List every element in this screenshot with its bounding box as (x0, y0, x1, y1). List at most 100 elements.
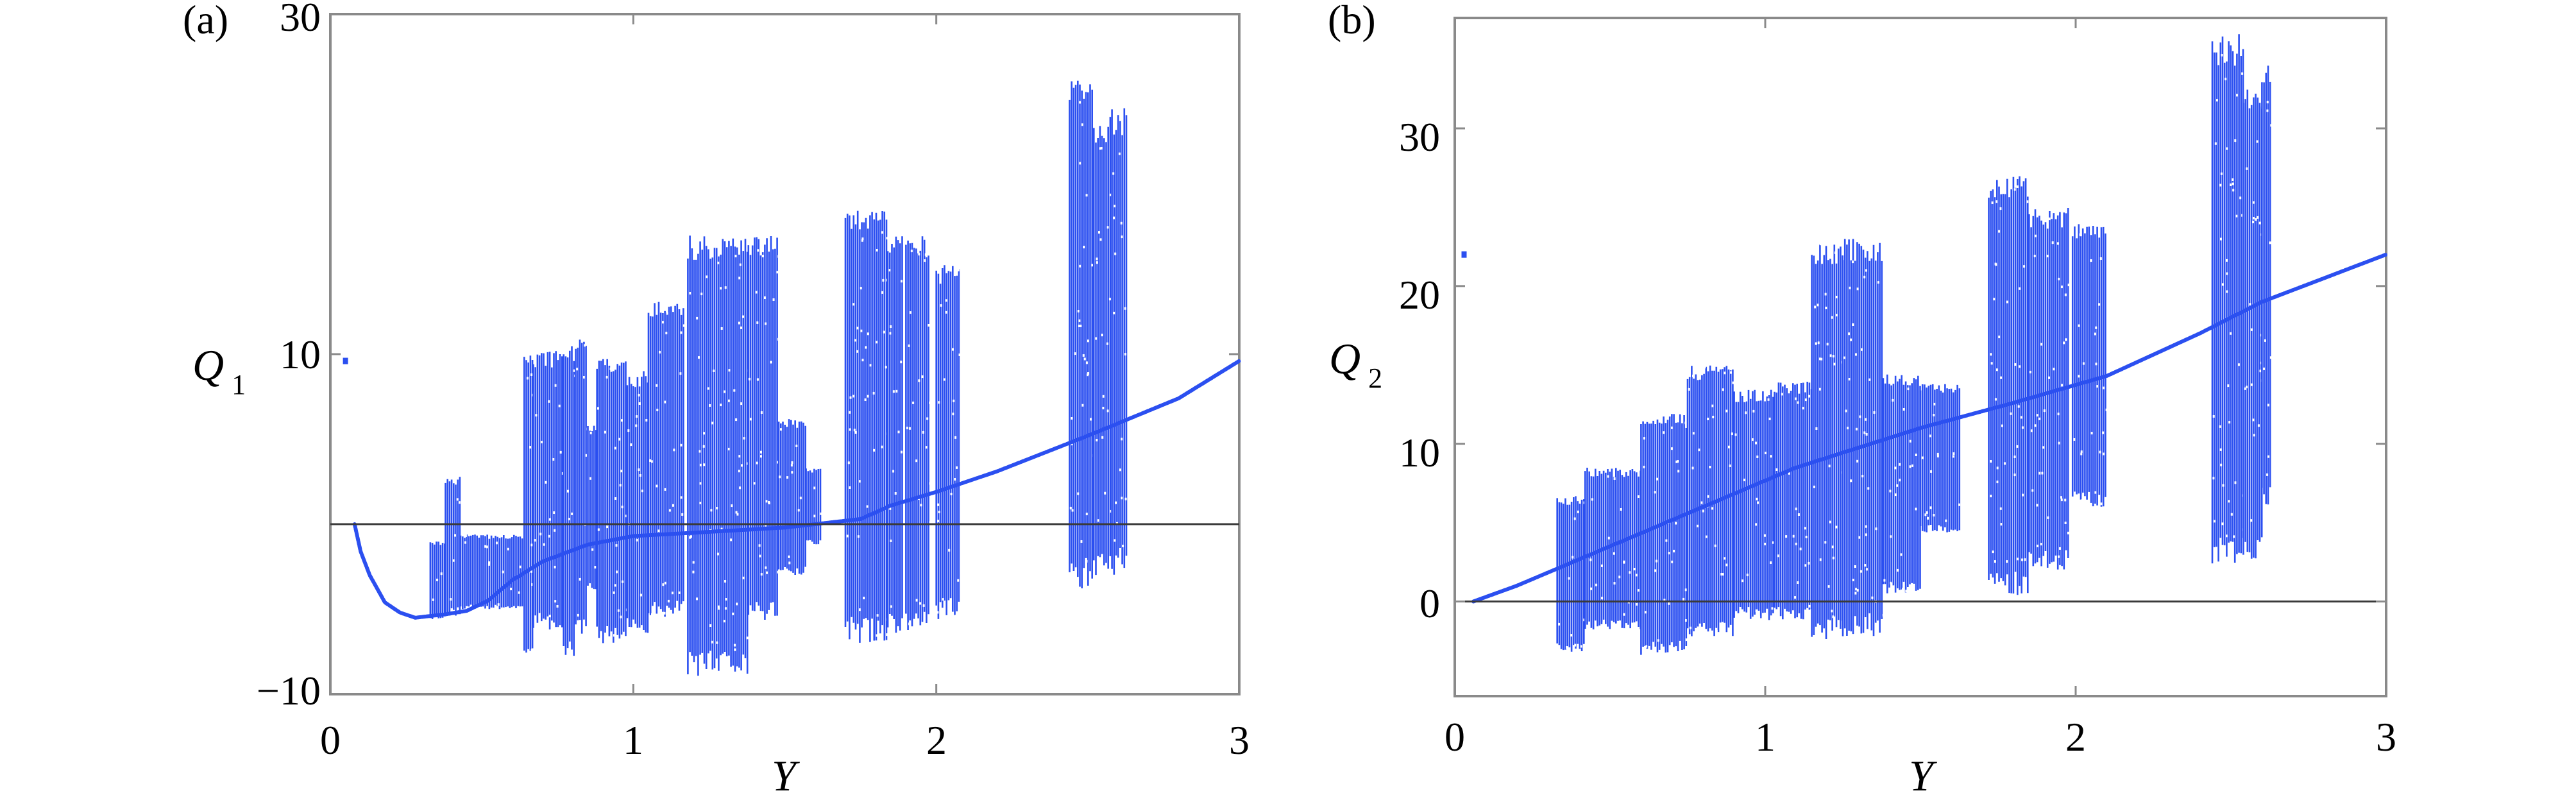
panel-b-band-gap (1804, 527, 1806, 530)
panel-a-band-gap (699, 502, 702, 504)
panel-a-band-gap (849, 486, 851, 489)
panel-b-band-gap (1909, 439, 1911, 443)
panel-b-band-gap (1996, 176, 1999, 178)
panel-a-band-gap (915, 599, 918, 602)
panel-b-band-gap (1909, 465, 1911, 468)
panel-a-band-gap (735, 418, 738, 422)
panel-b-band-gap (1829, 520, 1831, 524)
panel-b-band-gap (2017, 405, 2020, 408)
panel-b-band-gap (1696, 524, 1699, 527)
panel-a-band-gap (897, 431, 900, 434)
panel-b-band-gap (1656, 477, 1658, 481)
panel-b-band-gap (1864, 564, 1867, 567)
panel-b-band-gap (2022, 493, 2024, 497)
panel-a-band-gap (1118, 152, 1121, 155)
panel-b-band-gap (1854, 592, 1857, 595)
panel-a-band-gap (724, 607, 727, 610)
panel-b-y-tick-label: 0 (1419, 581, 1440, 626)
panel-b-band-gap (1657, 639, 1659, 642)
panel-a-band-gap (703, 463, 706, 466)
panel-a-band-gap (718, 607, 720, 610)
panel-a-band-gap (738, 321, 740, 325)
panel-a-band-gap (922, 604, 925, 607)
panel-b-band-gap (2256, 216, 2258, 219)
panel-b-band-gap (1637, 589, 1640, 592)
panel-b-band-gap (1945, 519, 1947, 522)
panel-b-band-gap (2038, 472, 2041, 475)
panel-a-band-gap (671, 592, 674, 595)
panel-a-chaotic-band (886, 236, 903, 637)
panel-b-band-gap (1865, 418, 1867, 421)
panel-a-band-gap (711, 422, 714, 425)
panel-a-band-gap (649, 459, 651, 462)
panel-a-band-gap (458, 501, 461, 504)
panel-a-band-gap (638, 402, 641, 405)
panel-a-band-gap (1095, 337, 1097, 340)
panel-b-band-gap (1877, 281, 1879, 284)
panel-a-band-gap (1113, 311, 1115, 314)
panel-b-band-gap (1707, 418, 1709, 420)
panel-b-band-gap (2229, 332, 2232, 335)
panel-a-band-gap (938, 511, 940, 513)
panel-a-band-gap (636, 632, 638, 635)
panel-a-band-gap (615, 544, 618, 547)
panel-a-band-gap (680, 443, 682, 447)
panel-b-band-gap (1855, 353, 1857, 356)
panel-b-band-gap (2064, 522, 2067, 524)
panel-a-band-gap (950, 493, 953, 495)
panel-a-band-gap (954, 436, 957, 439)
panel-b-y-axis-subscript: 2 (1368, 362, 1382, 394)
panel-b-band-gap (1746, 574, 1749, 577)
panel-b-band-gap (2033, 255, 2036, 257)
panel-a-band-gap (734, 648, 736, 651)
panel-a-band-gap (741, 464, 743, 467)
panel-a-band-gap (849, 411, 851, 414)
panel-b-band-gap (1958, 503, 1960, 506)
panel-b-band-gap (1930, 470, 1933, 473)
panel-b-band-gap (1865, 525, 1867, 528)
panel-a-band-gap (860, 329, 863, 332)
panel-a-band-gap (895, 389, 898, 393)
panel-b-band-gap (1828, 465, 1831, 468)
panel-a-band-gap (779, 428, 782, 431)
panel-a-band-gap (656, 484, 658, 488)
panel-a-band-gap (749, 418, 752, 421)
panel-a-band-gap (915, 459, 918, 463)
panel-a-band-gap (606, 375, 608, 379)
panel-a-chaotic-band (445, 477, 461, 616)
panel-b-band-gap (1688, 388, 1690, 391)
panel-b-band-gap (2220, 463, 2223, 466)
panel-a-band-gap (635, 424, 638, 427)
panel-b-band-gap (1804, 564, 1807, 567)
panel-a-band-gap (720, 527, 723, 531)
panel-b-band-gap (2048, 376, 2050, 379)
panel-b-band-gap (1819, 558, 1822, 561)
panel-a-band-gap (620, 615, 622, 618)
panel-b-band-gap (2013, 188, 2016, 191)
panel-b-band-gap (1936, 452, 1939, 456)
panel-a-band-gap (663, 611, 666, 615)
panel-a-band-gap (728, 369, 731, 372)
panel-a-band-gap (507, 547, 509, 550)
panel-b-band-gap (2000, 376, 2003, 379)
panel-a-band-gap (786, 476, 789, 479)
panel-a-band-gap (892, 390, 895, 393)
panel-a-band-gap (772, 298, 775, 301)
panel-b-band-gap (1607, 475, 1609, 478)
panel-b-band-gap (1802, 407, 1804, 410)
panel-b-band-gap (1633, 568, 1636, 570)
panel-a-band-gap (1110, 509, 1112, 513)
panel-b-band-gap (1856, 287, 1859, 291)
panel-a-x-tick-label: 1 (623, 717, 643, 763)
panel-b-band-gap (1867, 487, 1870, 490)
panel-a-band-gap (943, 378, 945, 381)
panel-a-band-gap (543, 543, 545, 546)
panel-b-band-gap (1797, 401, 1799, 404)
panel-b-band-gap (1988, 180, 1991, 183)
panel-b-band-gap (2021, 558, 2024, 561)
panel-a-chaotic-band (935, 265, 961, 619)
panel-b-band-gap (2252, 418, 2255, 422)
panel-b-band-gap (1929, 434, 1931, 438)
panel-a-band-gap (890, 605, 892, 608)
panel-b-band-gap (2231, 178, 2233, 181)
